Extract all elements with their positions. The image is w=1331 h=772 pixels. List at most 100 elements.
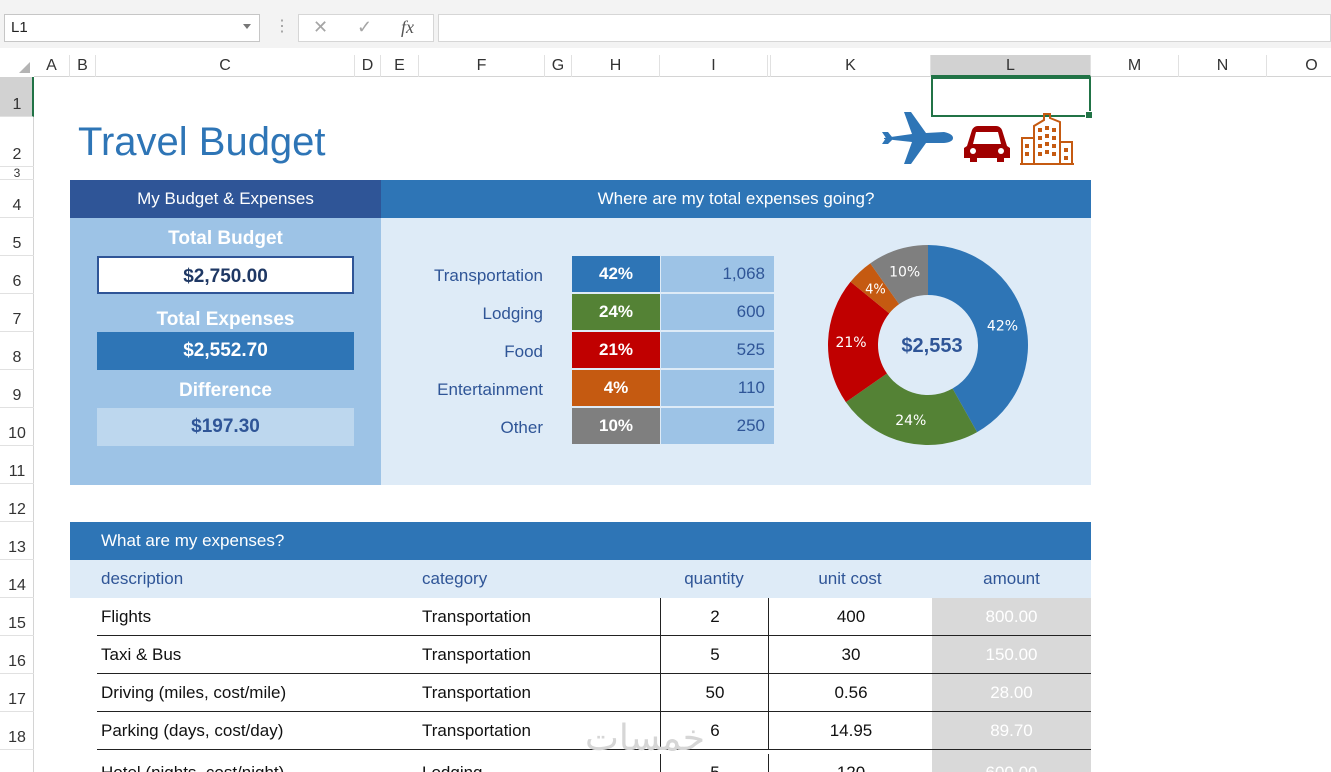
column-header-i[interactable]: I xyxy=(660,55,768,77)
row-amount: 600.00 xyxy=(932,750,1091,772)
row-description[interactable]: Taxi & Bus xyxy=(101,645,182,664)
row-header[interactable]: 17 xyxy=(0,674,34,712)
column-quantity[interactable]: quantity xyxy=(684,569,744,588)
donut-labels: 42% 24% 21% 4%10% xyxy=(835,265,1018,429)
airplane-icon xyxy=(882,112,953,164)
column-category[interactable]: category xyxy=(422,569,488,588)
select-all-corner[interactable] xyxy=(0,55,34,77)
category-amount-other: 250 xyxy=(661,408,774,444)
column-header-j[interactable] xyxy=(768,55,771,77)
column-header-o[interactable]: O xyxy=(1267,55,1331,77)
cancel-icon[interactable]: ✕ xyxy=(313,17,329,37)
category-label-entertainment: Entertainment xyxy=(437,380,543,399)
table-row[interactable]: Flights Transportation 2 400 800.00 xyxy=(97,598,1091,636)
row-unit-cost[interactable]: 400 xyxy=(768,598,933,635)
row-header[interactable]: 13 xyxy=(0,522,34,560)
table-row[interactable]: Parking (days, cost/day) Transportation … xyxy=(97,712,1091,750)
row-header[interactable]: 12 xyxy=(0,484,34,522)
row-quantity[interactable]: 2 xyxy=(660,598,769,635)
row-description[interactable]: Hotel (nights, cost/night) xyxy=(101,754,284,772)
row-quantity[interactable]: 5 xyxy=(660,754,769,772)
total-expenses-value: $2,552.70 xyxy=(97,332,354,370)
formula-input[interactable] xyxy=(438,14,1331,42)
donut-label-lodging: 24% xyxy=(895,413,926,429)
column-header-a[interactable]: A xyxy=(34,55,70,77)
row-unit-cost[interactable]: 0.56 xyxy=(768,674,933,711)
donut-slice-other[interactable] xyxy=(870,245,928,305)
row-header[interactable]: 4 xyxy=(0,180,34,218)
row-header[interactable]: 16 xyxy=(0,636,34,674)
row-header[interactable]: 11 xyxy=(0,446,34,484)
donut-label-entertainment: 4% xyxy=(865,283,886,298)
name-box[interactable]: L1 xyxy=(4,14,260,42)
category-amount-lodging: 600 xyxy=(661,294,774,330)
donut-slices xyxy=(828,245,1028,445)
donut-label-transportation: 42% xyxy=(987,318,1018,334)
row-header[interactable]: 5 xyxy=(0,218,34,256)
total-budget-value[interactable]: $2,750.00 xyxy=(97,256,354,294)
row-category[interactable]: Transportation xyxy=(422,721,531,740)
category-amount-entertainment: 110 xyxy=(661,370,774,406)
table-row[interactable]: Taxi & Bus Transportation 5 30 150.00 xyxy=(97,636,1091,674)
column-header-c[interactable]: C xyxy=(96,55,355,77)
row-header[interactable]: 2 xyxy=(0,117,34,167)
column-header-m[interactable]: M xyxy=(1091,55,1179,77)
chevron-down-icon[interactable] xyxy=(243,24,251,29)
donut-slice-food[interactable] xyxy=(828,281,890,403)
column-amount[interactable]: amount xyxy=(983,569,1040,588)
column-header-e[interactable]: E xyxy=(381,55,419,77)
category-label-food: Food xyxy=(504,342,543,361)
row-quantity[interactable]: 50 xyxy=(660,674,769,711)
row-header[interactable]: 7 xyxy=(0,294,34,332)
row-header[interactable]: 18 xyxy=(0,712,34,750)
row-header[interactable]: 9 xyxy=(0,370,34,408)
donut-slice-transportation[interactable] xyxy=(928,245,1028,433)
row-category[interactable]: Transportation xyxy=(422,645,531,664)
row-header[interactable]: 8 xyxy=(0,332,34,370)
column-description[interactable]: description xyxy=(101,569,184,588)
row-unit-cost[interactable]: 120 xyxy=(768,754,933,772)
category-pct-other: 10% xyxy=(572,408,660,444)
row-header[interactable]: 10 xyxy=(0,408,34,446)
donut-slice-entertainment[interactable] xyxy=(850,263,900,314)
donut-slice-lodging[interactable] xyxy=(845,373,978,445)
row-quantity[interactable]: 5 xyxy=(660,636,769,673)
table-row[interactable]: Hotel (nights, cost/night) Lodging 5 120… xyxy=(97,750,1091,772)
row-category[interactable]: Lodging xyxy=(422,754,483,772)
expenses-donut-chart[interactable]: 42% 24% 21% 4%10% $2,553 xyxy=(820,240,1040,450)
table-row[interactable]: Driving (miles, cost/mile) Transportatio… xyxy=(97,674,1091,712)
column-header-g[interactable]: G xyxy=(545,55,572,77)
page-title: Travel Budget xyxy=(78,120,326,164)
row-header[interactable]: 3 xyxy=(0,166,34,180)
column-header-d[interactable]: D xyxy=(355,55,381,77)
category-amount-food: 525 xyxy=(661,332,774,368)
row-quantity[interactable]: 6 xyxy=(660,712,769,749)
total-expenses-label: Total Expenses xyxy=(156,309,295,330)
column-header-f[interactable]: F xyxy=(419,55,545,77)
row-header[interactable]: 14 xyxy=(0,560,34,598)
row-unit-cost[interactable]: 30 xyxy=(768,636,933,673)
column-unit-cost[interactable]: unit cost xyxy=(818,569,882,588)
expenses-table-columns: description category quantity unit cost … xyxy=(70,560,1091,598)
row-category[interactable]: Transportation xyxy=(422,683,531,702)
budget-panel: Total Budget $2,750.00 Total Expenses $2… xyxy=(70,218,381,485)
row-unit-cost[interactable]: 14.95 xyxy=(768,712,933,749)
row-header[interactable]: 15 xyxy=(0,598,34,636)
row-category[interactable]: Transportation xyxy=(422,607,531,626)
column-header-b[interactable]: B xyxy=(70,55,96,77)
insert-function-button[interactable]: fx xyxy=(401,17,414,37)
total-budget-label: Total Budget xyxy=(168,228,283,249)
column-header-h[interactable]: H xyxy=(572,55,660,77)
formula-buttons: ✕ ✓ fx xyxy=(298,14,434,42)
enter-icon[interactable]: ✓ xyxy=(357,17,373,37)
row-header[interactable]: 6 xyxy=(0,256,34,294)
row-description[interactable]: Driving (miles, cost/mile) xyxy=(101,683,287,702)
row-description[interactable]: Parking (days, cost/day) xyxy=(101,721,284,740)
column-header-k[interactable]: K xyxy=(771,55,931,77)
row-description[interactable]: Flights xyxy=(101,607,152,626)
name-box-value: L1 xyxy=(11,19,28,36)
row-header[interactable]: 1 xyxy=(0,77,34,117)
column-header-l[interactable]: L xyxy=(931,55,1091,77)
active-cell[interactable] xyxy=(931,77,1093,119)
column-header-n[interactable]: N xyxy=(1179,55,1267,77)
